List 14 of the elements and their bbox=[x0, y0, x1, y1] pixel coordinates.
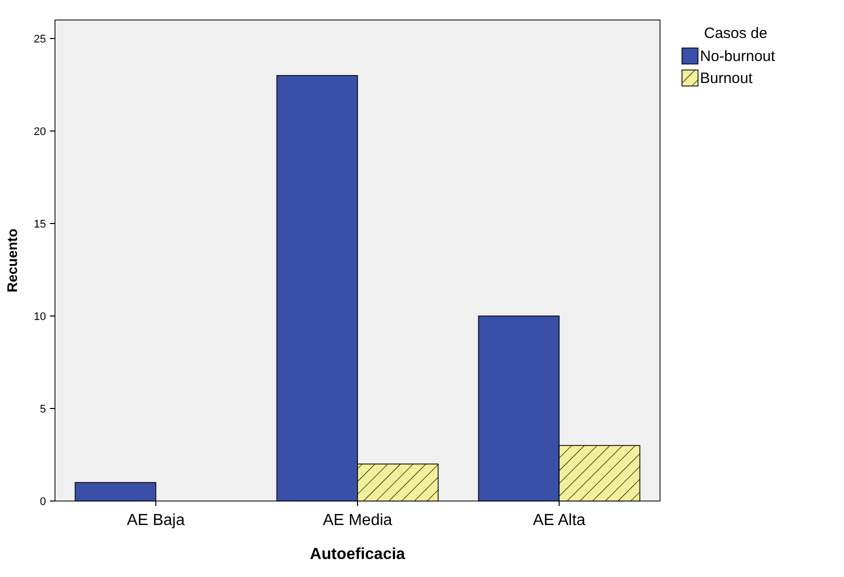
legend-title: Casos de bbox=[704, 25, 768, 42]
legend-label: No-burnout bbox=[700, 48, 776, 65]
y-tick-label: 20 bbox=[34, 126, 46, 138]
y-tick-label: 15 bbox=[34, 218, 46, 230]
x-tick-label: AE Baja bbox=[126, 512, 185, 529]
y-tick-label: 10 bbox=[34, 310, 46, 323]
y-tick-label: 25 bbox=[34, 33, 46, 46]
y-axis-title: Recuento bbox=[4, 228, 20, 292]
y-tick-label: 5 bbox=[40, 403, 46, 416]
x-tick-label: AE Media bbox=[322, 512, 392, 529]
legend-label: Burnout bbox=[700, 70, 754, 87]
x-axis-title: Autoeficacia bbox=[310, 546, 406, 563]
x-tick-label: AE Alta bbox=[532, 512, 586, 529]
y-tick-label: 0 bbox=[40, 496, 46, 508]
